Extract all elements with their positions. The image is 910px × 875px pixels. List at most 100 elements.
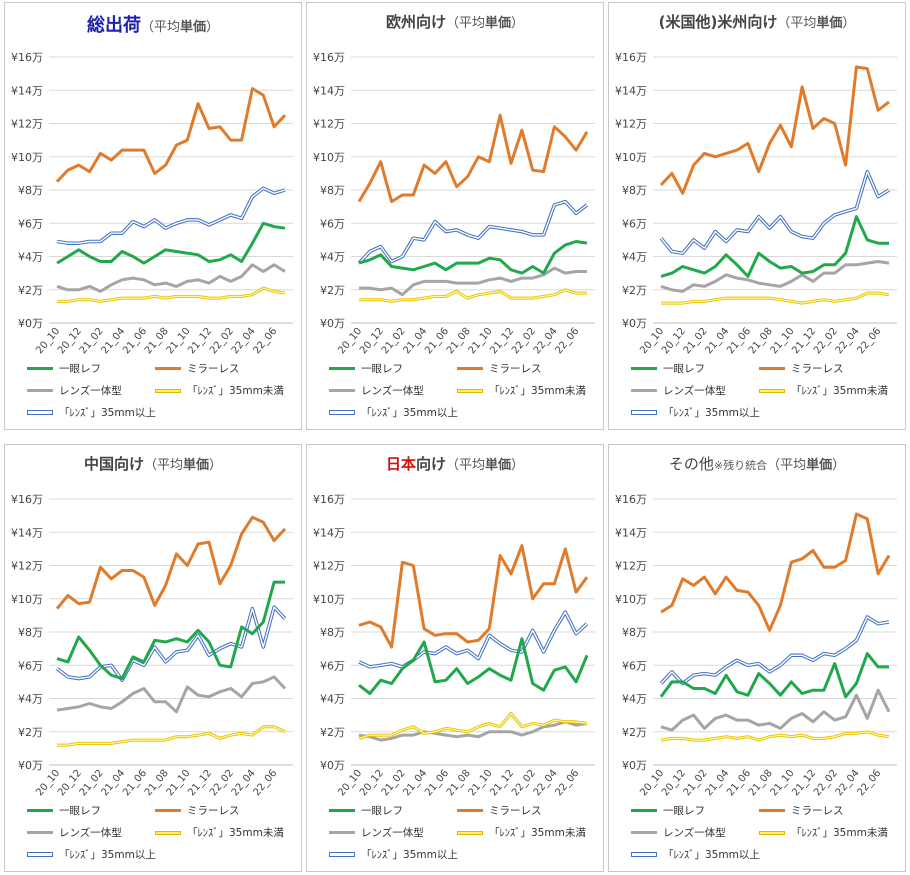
legend-swatch [329, 809, 355, 812]
legend-swatch [457, 367, 483, 370]
y-tick-label: ¥4万 [18, 251, 43, 264]
chart-panel-others: その他※残り統合（平均単価） ¥0万 ¥2万 ¥4万 ¥6万 ¥8万 ¥10万 ¥12万 ¥1… [608, 444, 906, 872]
series-line-slr [659, 652, 889, 699]
legend-item-lens-small: 「ﾚﾝｽﾞ」35mm未満 [155, 383, 284, 398]
y-tick-label: ¥4万 [320, 251, 345, 264]
series-line-lens-large-inner [358, 200, 588, 264]
legend-item-compact: レンズ一体型 [27, 383, 122, 398]
legend-label: 「ﾚﾝｽﾞ」35mm以上 [663, 849, 760, 861]
legend-swatch [329, 410, 355, 415]
series-line-mirrorless [357, 113, 589, 204]
legend-swatch [457, 830, 483, 835]
y-tick-label: ¥8万 [18, 184, 43, 197]
legend-label: 一眼レフ [59, 363, 101, 375]
legend-label: 「ﾚﾝｽﾞ」35mm以上 [59, 849, 156, 861]
legend-swatch [27, 852, 53, 857]
legend-swatch [631, 389, 657, 392]
line-chart: ¥0万¥2万¥4万¥6万¥8万¥10万¥12万¥14万¥16万20_1020_1… [11, 493, 293, 798]
legend-item-compact: レンズ一体型 [329, 825, 424, 840]
line-chart: ¥0万¥2万¥4万¥6万¥8万¥10万¥12万¥14万¥16万20_1020_1… [615, 51, 897, 356]
series-line-compact [359, 266, 587, 297]
x-tick-label: 22_06 [855, 768, 883, 798]
y-tick-label: ¥10万 [313, 151, 345, 164]
chart-panel-total: 総出荷（平均単価） ¥0万 ¥2万 ¥4万 ¥6万 ¥8万 ¥10万 ¥12万 ¥14万 ¥16… [4, 2, 302, 430]
legend-item-mirrorless: ミラーレス [457, 803, 542, 818]
legend-item-compact: レンズ一体型 [27, 825, 122, 840]
legend-label: 「ﾚﾝｽﾞ」35mm未満 [489, 385, 586, 397]
legend-swatch [631, 831, 657, 834]
series-line-lens-large [659, 615, 890, 686]
legend-label: 「ﾚﾝｽﾞ」35mm未満 [791, 827, 888, 839]
y-tick-label: ¥14万 [313, 84, 345, 97]
legend-item-compact: レンズ一体型 [631, 383, 726, 398]
paren-bold: 単価 [806, 458, 833, 473]
chart-panel-americas: (米国他)米州向け（平均単価） ¥0万 ¥2万 ¥4万 ¥6万 ¥8万 ¥10万 ¥12万 ¥… [608, 2, 906, 430]
legend-label: ミラーレス [791, 805, 844, 817]
legend-swatch [27, 809, 53, 812]
panel-title-main: 総出荷 [86, 15, 141, 36]
paren-pre: （平均 [777, 16, 817, 31]
legend-label: レンズ一体型 [59, 827, 122, 839]
x-tick-label: 22_06 [855, 326, 883, 356]
legend-swatch [329, 852, 355, 857]
y-tick-label: ¥16万 [11, 493, 43, 506]
panel-title-paren: （平均単価） [144, 458, 222, 473]
y-tick-label: ¥0万 [18, 759, 43, 772]
legend-label: 「ﾚﾝｽﾞ」35mm未満 [489, 827, 586, 839]
series-line-lens-small [359, 288, 587, 303]
y-tick-label: ¥14万 [313, 526, 345, 539]
y-tick-label: ¥2万 [18, 284, 43, 297]
y-tick-label: ¥16万 [615, 51, 647, 64]
series-line-mirrorless [55, 515, 287, 610]
panel-title: 欧州向け（平均単価） [307, 11, 603, 32]
legend-item-slr: 一眼レフ [27, 803, 101, 818]
series-line-lens-large-inner [56, 187, 286, 244]
y-tick-label: ¥10万 [615, 151, 647, 164]
legend-label: レンズ一体型 [361, 827, 424, 839]
y-tick-label: ¥14万 [11, 84, 43, 97]
y-tick-label: ¥12万 [615, 118, 647, 131]
panel-title-note: ※残り統合 [713, 459, 768, 472]
paren-pre: （平均 [445, 16, 485, 31]
legend-label: 「ﾚﾝｽﾞ」35mm以上 [361, 407, 458, 419]
legend-label: 「ﾚﾝｽﾞ」35mm未満 [187, 827, 284, 839]
series-line-lens-small-inner [661, 292, 890, 304]
legend-item-mirrorless: ミラーレス [155, 361, 240, 376]
paren-post: ） [511, 458, 525, 473]
y-tick-label: ¥4万 [320, 693, 345, 706]
panel-title-pre: 欧州向け [385, 13, 446, 31]
y-tick-label: ¥12万 [11, 560, 43, 573]
series-line-lens-large-inner [660, 170, 890, 254]
legend-item-mirrorless: ミラーレス [759, 361, 844, 376]
legend-item-lens-small: 「ﾚﾝｽﾞ」35mm未満 [759, 825, 888, 840]
paren-bold: 単価 [183, 458, 210, 473]
legend-item-slr: 一眼レフ [329, 361, 403, 376]
legend-item-slr: 一眼レフ [27, 361, 101, 376]
series-line-lens-large-inner [660, 616, 890, 685]
legend-label: 一眼レフ [361, 363, 403, 375]
y-tick-label: ¥14万 [615, 84, 647, 97]
series-line-mirrorless [358, 544, 589, 649]
y-tick-label: ¥8万 [622, 184, 647, 197]
y-tick-label: ¥2万 [622, 726, 647, 739]
legend-label: 一眼レフ [361, 805, 403, 817]
legend-label: ミラーレス [187, 805, 240, 817]
y-tick-label: ¥0万 [622, 759, 647, 772]
paren-pre: （平均 [143, 458, 183, 473]
legend-swatch [759, 830, 785, 835]
y-tick-label: ¥12万 [615, 560, 647, 573]
series-line-lens-small-inner [57, 726, 286, 746]
series-line-lens-large [55, 605, 287, 682]
y-tick-label: ¥6万 [622, 217, 647, 230]
legend-swatch [27, 831, 53, 834]
y-tick-label: ¥8万 [18, 626, 43, 639]
line-chart: ¥0万¥2万¥4万¥6万¥8万¥10万¥12万¥14万¥16万20_1020_1… [313, 493, 595, 798]
legend-swatch [457, 809, 483, 812]
y-tick-label: ¥6万 [18, 217, 43, 230]
y-tick-label: ¥8万 [320, 184, 345, 197]
legend-label: 「ﾚﾝｽﾞ」35mm以上 [361, 849, 458, 861]
legend-item-lens-large: 「ﾚﾝｽﾞ」35mm以上 [631, 405, 760, 420]
series-line-lens-small-inner [358, 712, 588, 739]
panel-title: 日本向け（平均単価） [307, 453, 603, 474]
series-line-compact [660, 260, 890, 293]
